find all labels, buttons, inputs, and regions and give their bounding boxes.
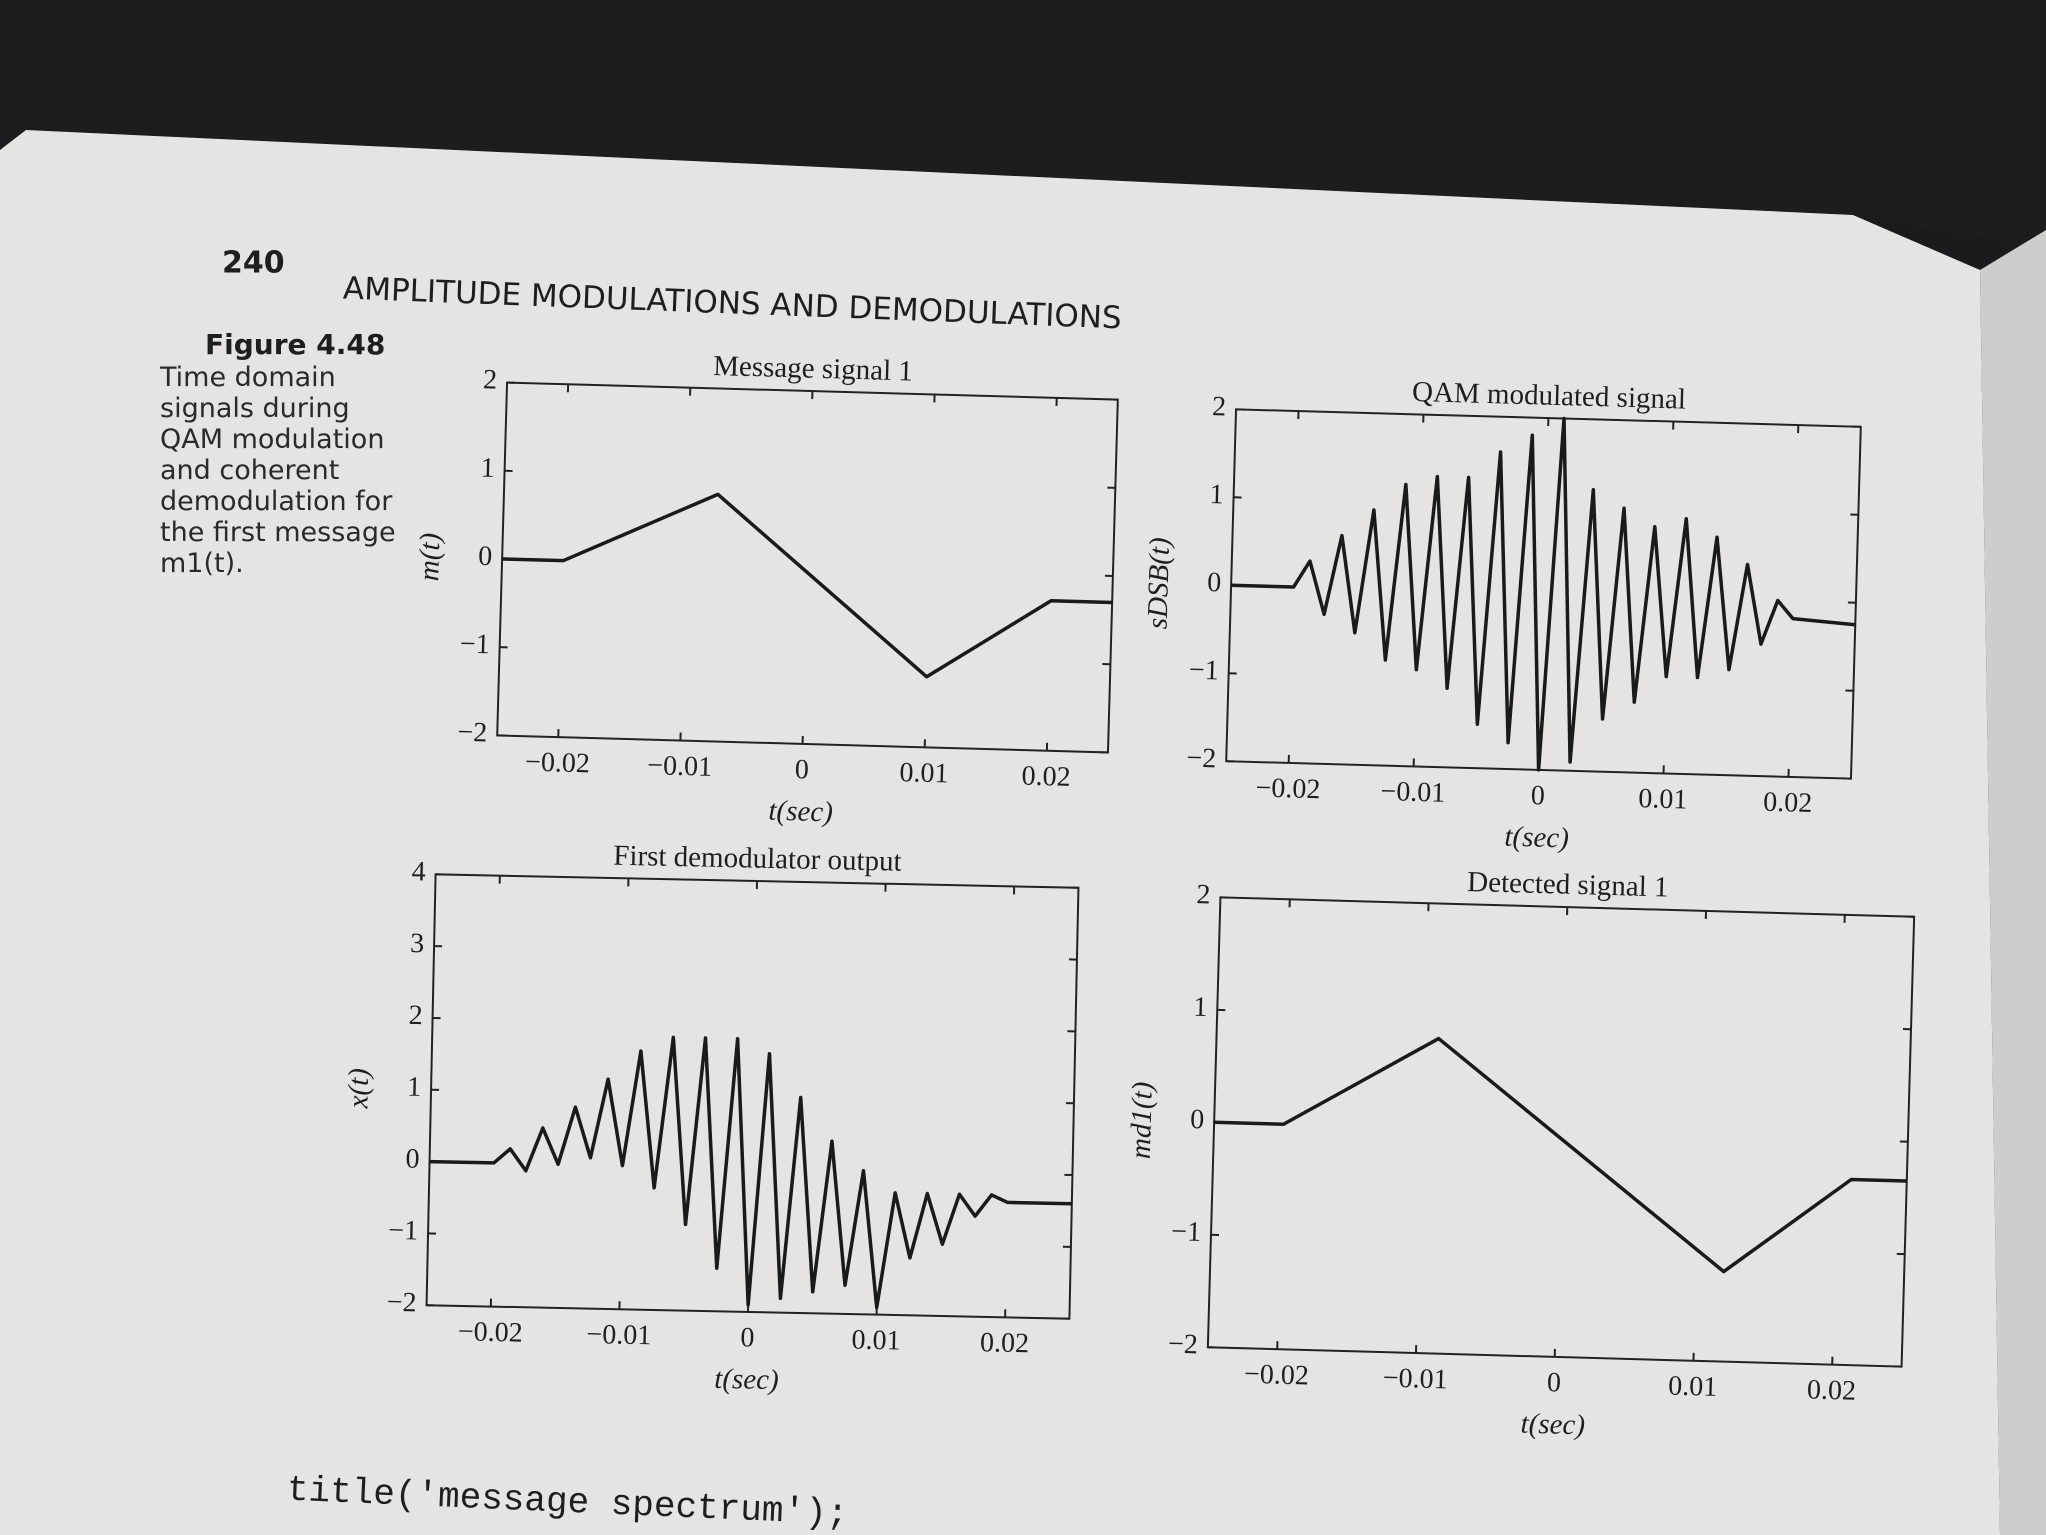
y-tick-label: −1 (388, 1215, 418, 1247)
x-axis-label: t(sec) (714, 1363, 779, 1396)
y-tick-label: 2 (1196, 879, 1211, 910)
x-tick-label: 0 (1530, 780, 1545, 811)
page-edge (1980, 230, 2046, 1535)
x-tick-label: −0.02 (1255, 772, 1321, 805)
y-axis-label: x(t) (342, 1068, 375, 1110)
y-tick-label: 1 (407, 1072, 422, 1103)
chart: Detected signal 1 t(sec) md1(t) −0.02 −0.01 0… (1125, 866, 1916, 1442)
y-tick-label: 0 (1190, 1104, 1205, 1135)
y-tick-label: 2 (408, 1000, 423, 1031)
y-tick-label: 1 (1209, 479, 1224, 510)
x-tick-label: 0 (1547, 1367, 1562, 1398)
y-tick-label: −2 (457, 717, 488, 749)
y-tick-label: −2 (1168, 1329, 1199, 1361)
y-tick-label: −1 (1189, 655, 1220, 687)
y-tick-label: 0 (478, 541, 493, 572)
x-axis-label: t(sec) (768, 795, 833, 829)
x-tick-label: −0.02 (525, 747, 591, 780)
y-axis-label: md1(t) (1125, 1081, 1159, 1159)
y-tick-label: −1 (459, 629, 490, 661)
chart-title: Detected signal 1 (1467, 866, 1669, 904)
x-axis-label: t(sec) (1504, 821, 1569, 855)
x-tick-label: 0 (740, 1322, 755, 1353)
chart-title: Message signal 1 (713, 350, 914, 388)
x-tick-label: 0.02 (1763, 787, 1813, 819)
y-tick-label: −1 (1171, 1216, 1202, 1248)
y-tick-label: 3 (410, 928, 425, 959)
y-tick-label: 1 (480, 453, 495, 484)
x-tick-label: 0 (794, 754, 809, 785)
x-tick-label: −0.01 (1382, 1363, 1448, 1396)
x-tick-label: 0.01 (899, 757, 949, 789)
page-number: 240 (222, 246, 285, 281)
x-tick-label: 0.02 (1021, 760, 1071, 792)
chart: QAM modulated signal t(sec) sDSB(t) −0.02 −0… (1142, 376, 1862, 855)
y-tick-label: 2 (483, 364, 498, 395)
y-axis-label: sDSB(t) (1142, 537, 1177, 630)
x-tick-label: 0.01 (1638, 783, 1688, 815)
y-tick-label: −2 (1186, 743, 1217, 775)
y-tick-label: 2 (1212, 391, 1227, 422)
figure-label: Figure 4.48 (205, 328, 385, 361)
chart-title: First demodulator output (613, 840, 902, 878)
x-tick-label: −0.02 (458, 1316, 523, 1348)
y-axis-label: m(t) (413, 532, 446, 581)
chart-title: QAM modulated signal (1412, 376, 1687, 416)
x-tick-label: 0.01 (851, 1325, 901, 1357)
y-tick-label: 0 (405, 1144, 420, 1175)
chart: First demodulator output t(sec) x(t) −0.02 −… (342, 840, 1080, 1396)
signal-line (502, 492, 1113, 679)
x-tick-label: −0.02 (1244, 1359, 1310, 1392)
signal-line (1214, 1036, 1907, 1274)
y-tick-label: −2 (386, 1287, 416, 1319)
background (0, 0, 2046, 250)
x-tick-label: −0.01 (647, 750, 713, 783)
caption-box: Time domain signals during QAM modulatio… (160, 362, 396, 579)
y-tick-label: 4 (411, 856, 426, 887)
x-tick-label: 0.01 (1668, 1371, 1718, 1403)
figure-caption: Time domain signals during QAM modulatio… (160, 362, 396, 579)
chart: Message signal 1 t(sec) m(t) −0.02 −0.01 0 0.0… (413, 350, 1119, 829)
y-tick-label: 1 (1193, 992, 1208, 1023)
signal-line (1231, 416, 1856, 772)
x-tick-label: −0.01 (1380, 776, 1446, 809)
x-tick-label: 0.02 (1807, 1374, 1857, 1406)
x-tick-label: −0.01 (586, 1319, 651, 1351)
signal-line (429, 1035, 1072, 1310)
x-axis-label: t(sec) (1520, 1408, 1585, 1442)
x-tick-label: 0.02 (980, 1327, 1030, 1359)
y-tick-label: 0 (1207, 567, 1222, 598)
